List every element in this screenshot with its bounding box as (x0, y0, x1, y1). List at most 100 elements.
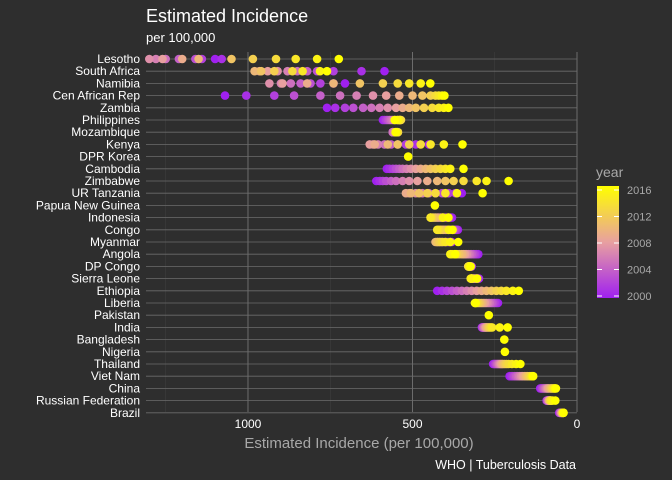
data-point (551, 384, 561, 393)
data-point (358, 103, 368, 113)
data-point (390, 115, 400, 125)
data-point (375, 103, 384, 113)
data-point (340, 79, 350, 88)
data-point (478, 188, 487, 198)
data-point (383, 103, 393, 113)
x-tick-label: 1000 (235, 417, 262, 431)
data-point (426, 213, 435, 222)
data-point (404, 103, 414, 113)
data-point (263, 66, 273, 76)
category-label: Mozambique (71, 125, 140, 139)
data-point (378, 79, 388, 88)
data-point (381, 91, 391, 100)
data-point (430, 201, 440, 210)
data-point (495, 323, 505, 332)
category-label: Indonesia (88, 211, 140, 225)
x-tick-labels: 1000 500 0 (235, 417, 581, 431)
data-point (419, 103, 429, 113)
data-point (398, 103, 407, 113)
category-label: Viet Nam (91, 369, 140, 383)
category-label: Bangladesh (77, 333, 140, 347)
category-label: Philippines (82, 113, 140, 127)
data-point (502, 286, 511, 296)
legend: year 2000 2004 2008 2012 2016 (596, 164, 651, 303)
data-point (334, 54, 344, 64)
data-point (315, 66, 325, 76)
data-point (227, 54, 236, 64)
data-point (444, 213, 453, 222)
data-point (404, 79, 414, 88)
data-point (472, 176, 482, 186)
category-label: China (109, 381, 141, 395)
data-point (271, 54, 281, 64)
data-point (217, 54, 226, 64)
data-point (504, 176, 513, 186)
data-point (471, 298, 481, 308)
category-label: UR Tanzania (72, 186, 141, 200)
data-point (355, 79, 365, 88)
data-point (466, 262, 476, 271)
data-point (444, 103, 453, 113)
data-point (432, 176, 442, 186)
data-point (329, 66, 338, 76)
data-point (335, 91, 345, 100)
data-point (291, 54, 301, 64)
category-label: Myanmar (90, 235, 140, 249)
category-label: Thailand (94, 357, 140, 371)
data-point (413, 176, 422, 186)
data-point (423, 188, 432, 198)
data-point (316, 91, 325, 100)
data-point (357, 66, 366, 76)
data-point (551, 396, 560, 405)
category-label: Liberia (104, 296, 140, 310)
data-point (340, 103, 350, 113)
category-label: Sierra Leone (71, 272, 140, 286)
data-point (286, 79, 296, 88)
data-point (368, 91, 378, 100)
x-tick-label: 0 (574, 417, 581, 431)
chart-subtitle: per 100,000 (146, 30, 216, 45)
legend-tick-label: 2008 (627, 238, 651, 250)
data-point (446, 237, 455, 247)
data-point (158, 54, 167, 64)
data-point (411, 103, 421, 113)
data-point (145, 54, 154, 64)
data-point (500, 347, 510, 357)
data-point (441, 176, 450, 186)
data-point (406, 188, 416, 198)
data-point (210, 54, 220, 64)
data-point (451, 249, 460, 259)
data-point (404, 176, 414, 186)
data-point (391, 103, 401, 113)
data-point (484, 310, 494, 320)
category-label: Namibia (96, 76, 140, 90)
data-point (380, 66, 389, 76)
data-point (403, 152, 413, 161)
data-point (446, 164, 455, 174)
legend-tick-label: 2004 (627, 265, 651, 277)
data-point (322, 66, 332, 76)
data-point (393, 140, 403, 149)
data-point (298, 66, 307, 76)
data-point (453, 237, 463, 247)
data-point (441, 188, 450, 198)
data-point (408, 91, 417, 100)
data-point (459, 164, 468, 174)
data-point (431, 188, 440, 198)
category-label: Ethiopia (97, 284, 141, 298)
data-point (448, 225, 457, 235)
category-label: Brazil (110, 406, 140, 420)
data-point (302, 79, 312, 88)
category-label: Papua New Guinea (36, 198, 140, 212)
data-point (426, 140, 435, 149)
legend-title: year (596, 164, 624, 180)
category-label: India (114, 320, 140, 334)
data-point (289, 91, 299, 100)
legend-tick-label: 2012 (627, 212, 651, 224)
data-point (296, 79, 305, 88)
data-point (439, 140, 449, 149)
data-point (151, 54, 161, 64)
data-point (288, 66, 297, 76)
data-point (248, 54, 258, 64)
